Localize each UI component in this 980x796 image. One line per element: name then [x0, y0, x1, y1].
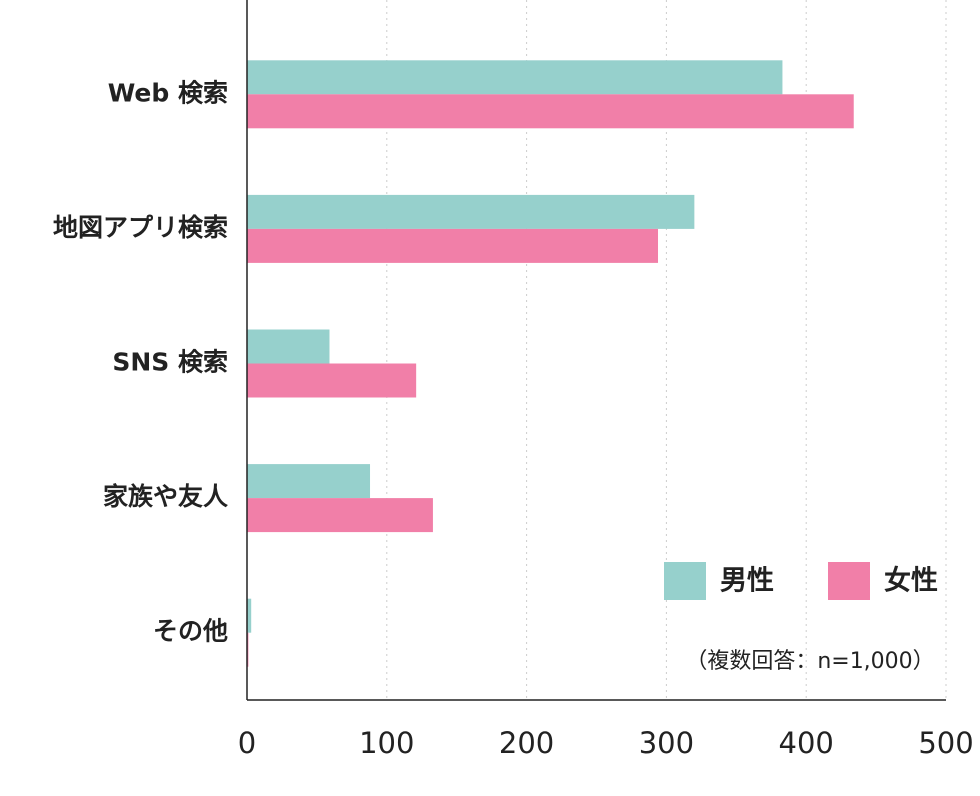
x-tick-label: 500: [918, 726, 973, 760]
legend-label: 女性: [884, 565, 938, 597]
bar: [247, 329, 330, 364]
bar: [247, 598, 252, 633]
x-tick-label: 100: [359, 726, 414, 760]
bar: [247, 363, 417, 398]
bar: [247, 464, 371, 499]
bar: [247, 228, 659, 263]
legend-swatch: [828, 562, 870, 600]
legend-swatch: [664, 562, 706, 600]
y-tick-label: SNS 検索: [112, 348, 228, 377]
y-tick-label: 地図アプリ検索: [53, 213, 228, 242]
y-tick-label: その他: [153, 617, 228, 646]
bar: [247, 60, 783, 95]
y-tick-label: 家族や友人: [103, 482, 228, 511]
legend-label: 男性: [720, 566, 774, 597]
x-tick-label: 300: [639, 726, 694, 760]
bar: [247, 94, 854, 129]
bar: [247, 498, 433, 533]
x-tick-label: 400: [779, 726, 834, 760]
x-tick-label: 200: [499, 726, 554, 760]
note: （複数回答：n=1,000）: [685, 649, 934, 674]
bar: [247, 194, 695, 229]
y-tick-label: Web 検索: [108, 78, 228, 107]
x-tick-label: 0: [238, 726, 256, 760]
